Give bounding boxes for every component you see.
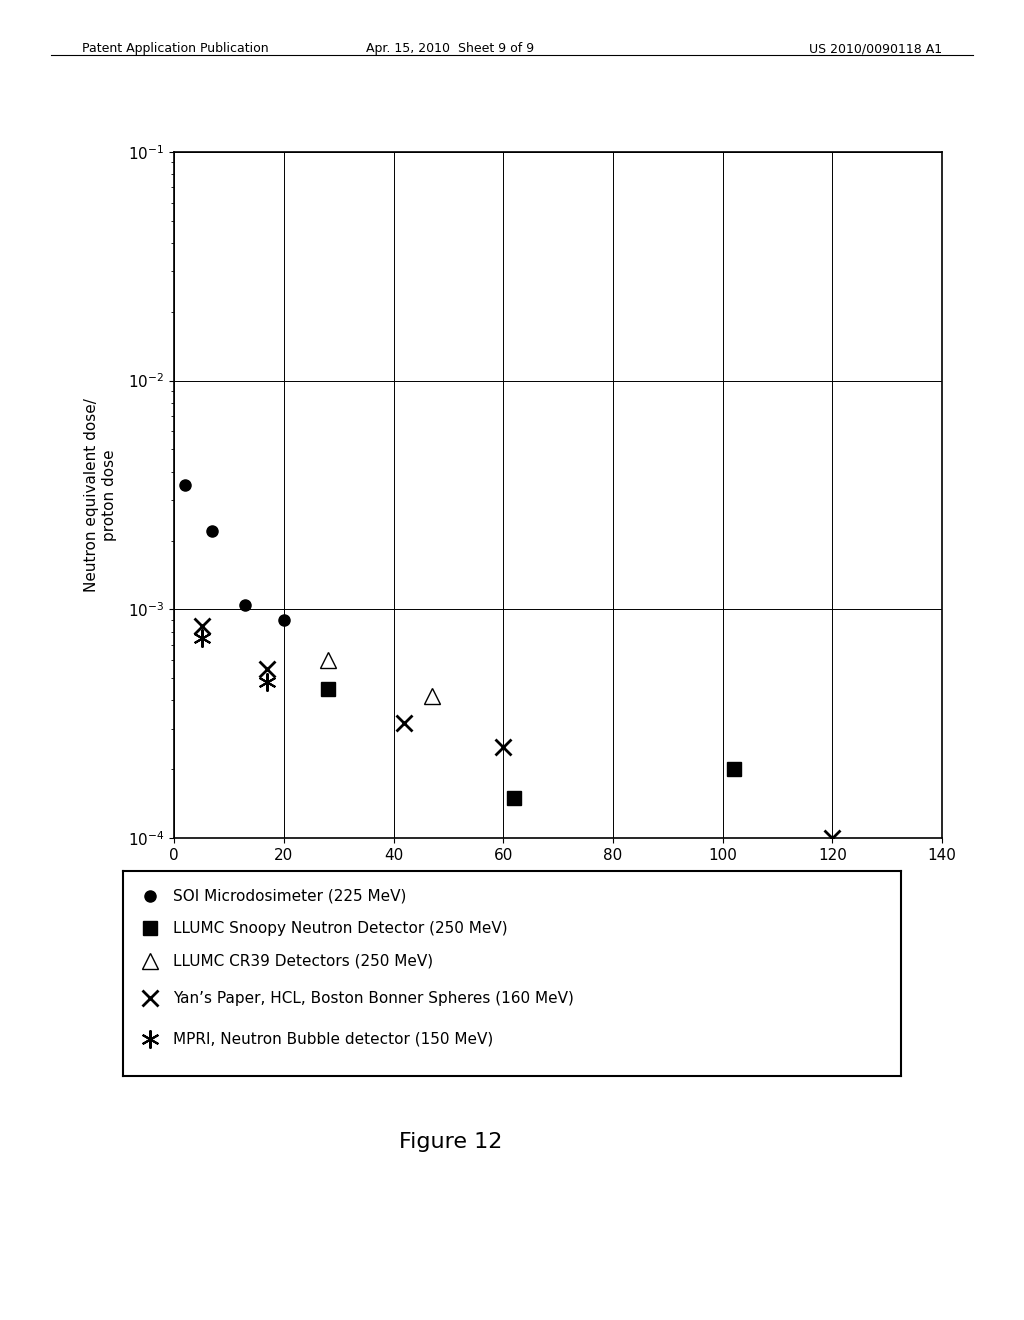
Text: Figure 12: Figure 12 bbox=[399, 1131, 502, 1152]
Text: LLUMC CR39 Detectors (250 MeV): LLUMC CR39 Detectors (250 MeV) bbox=[173, 954, 433, 969]
Text: Apr. 15, 2010  Sheet 9 of 9: Apr. 15, 2010 Sheet 9 of 9 bbox=[367, 42, 535, 55]
X-axis label: Distance from field edge (cm): Distance from field edge (cm) bbox=[408, 874, 709, 892]
Text: US 2010/0090118 A1: US 2010/0090118 A1 bbox=[809, 42, 942, 55]
Text: SOI Microdosimeter (225 MeV): SOI Microdosimeter (225 MeV) bbox=[173, 888, 407, 903]
Text: LLUMC Snoopy Neutron Detector (250 MeV): LLUMC Snoopy Neutron Detector (250 MeV) bbox=[173, 921, 508, 936]
Text: MPRI, Neutron Bubble detector (150 MeV): MPRI, Neutron Bubble detector (150 MeV) bbox=[173, 1031, 494, 1047]
Text: Patent Application Publication: Patent Application Publication bbox=[82, 42, 268, 55]
Text: Yan’s Paper, HCL, Boston Bonner Spheres (160 MeV): Yan’s Paper, HCL, Boston Bonner Spheres … bbox=[173, 990, 574, 1006]
Y-axis label: Neutron equivalent dose/
proton dose: Neutron equivalent dose/ proton dose bbox=[84, 399, 117, 591]
